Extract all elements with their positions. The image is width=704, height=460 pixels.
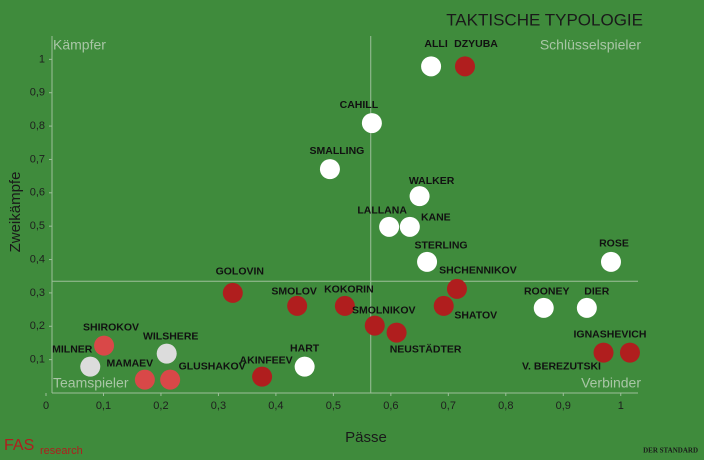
point [222, 282, 243, 303]
point-label: DIER [584, 286, 610, 298]
point-label: STERLING [415, 240, 468, 252]
point [433, 295, 454, 316]
point [576, 297, 597, 318]
point-label: NEUSTÄDTER [390, 342, 462, 355]
point-label: GOLOVIN [216, 266, 264, 278]
point [294, 356, 315, 377]
point [409, 186, 430, 207]
x-tick-label: 0,8 [498, 400, 513, 412]
y-tick-label: 0,9 [30, 87, 45, 99]
point [80, 356, 101, 377]
x-tick-label: 0,5 [326, 400, 341, 412]
point [287, 295, 308, 316]
y-tick-label: 0,1 [30, 354, 45, 366]
point-label: ROONEY [524, 286, 570, 298]
point [600, 251, 621, 272]
x-tick-label: 0,3 [211, 400, 226, 412]
point-label: SHCHENNIKOV [439, 265, 517, 277]
point [252, 366, 273, 387]
point-label: KANE [421, 212, 451, 224]
point [399, 216, 420, 237]
point-label: ROSE [599, 238, 629, 250]
x-tick-label: 0,1 [96, 400, 111, 412]
point-label: GLUSHAKOV [179, 360, 246, 372]
x-axis-label: Pässe [345, 429, 387, 446]
point-label: ALLI [424, 38, 447, 50]
y-axis-label: Zweikämpfe [7, 172, 24, 253]
y-tick-label: 0,3 [30, 287, 45, 299]
point-label: IGNASHEVICH [573, 328, 646, 340]
point [134, 369, 155, 390]
x-tick-label: 0,4 [268, 400, 283, 412]
y-tick-label: 0,5 [30, 220, 45, 232]
point-label: LALLANA [357, 205, 407, 217]
point [319, 159, 340, 180]
x-tick-label: 1 [618, 400, 624, 412]
point-label: WALKER [409, 175, 455, 187]
point [160, 369, 181, 390]
y-tick-label: 0,7 [30, 153, 45, 165]
x-tick-label: 0,2 [153, 400, 168, 412]
point [386, 322, 407, 343]
point [533, 297, 554, 318]
point [156, 343, 177, 364]
point-label: SHIROKOV [83, 321, 139, 333]
point [619, 342, 640, 363]
quadrant-label: Teamspieler [53, 375, 129, 391]
point-label: SMOLOV [271, 286, 317, 298]
y-tick-label: 0,2 [30, 320, 45, 332]
point [361, 113, 382, 134]
x-tick-label: 0,7 [441, 400, 456, 412]
point-label: HART [290, 342, 320, 354]
point-label: MAMAEV [107, 357, 154, 369]
source-logo: FAS [4, 437, 34, 454]
source-logo-sub: research [40, 445, 83, 457]
point-label: DZYUBA [454, 38, 498, 50]
point [334, 295, 355, 316]
point-label: MILNER [52, 343, 93, 355]
point [417, 251, 438, 272]
point-label: V. BEREZUTSKI [522, 360, 601, 372]
point [364, 315, 385, 336]
y-tick-label: 0,4 [30, 253, 45, 265]
y-tick-label: 0,8 [30, 120, 45, 132]
point [94, 335, 115, 356]
publisher: DER STANDARD [643, 447, 698, 455]
point [446, 278, 467, 299]
x-tick-label: 0 [43, 400, 49, 412]
point [379, 216, 400, 237]
x-tick-label: 0,6 [383, 400, 398, 412]
point [421, 56, 442, 77]
point-label: WILSHERE [143, 330, 198, 342]
point-label: AKINFEEV [240, 354, 293, 366]
quadrant-label: Schlüsselspieler [540, 37, 641, 53]
y-tick-label: 0,6 [30, 187, 45, 199]
quadrant-label: Verbinder [581, 375, 641, 391]
point-label: SMALLING [310, 145, 365, 157]
quadrant-label: Kämpfer [53, 37, 106, 53]
point-label: CAHILL [340, 99, 379, 111]
chart-title: TAKTISCHE TYPOLOGIE [446, 10, 643, 29]
point-label: KOKORIN [324, 284, 374, 296]
x-tick-label: 0,9 [556, 400, 571, 412]
point-label: SHATOV [454, 310, 497, 322]
y-tick-label: 1 [39, 53, 45, 65]
point [593, 342, 614, 363]
point-label: SMOLNIKOV [352, 304, 416, 316]
point [454, 56, 475, 77]
